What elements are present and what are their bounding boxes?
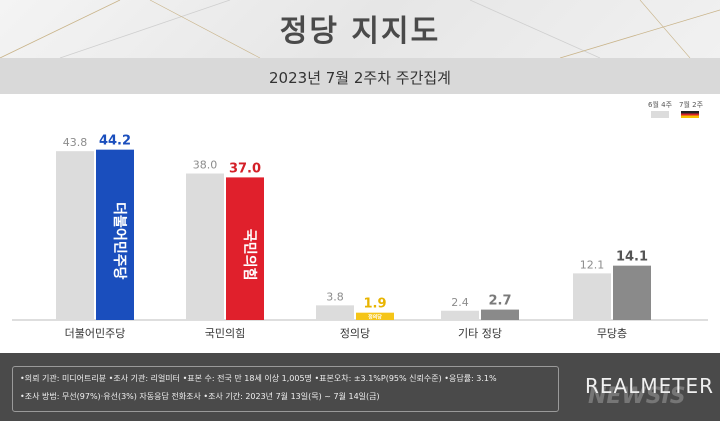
footer-line-2: •조사 방법: 무선(97%)·유선(3%) 자동응답 전화조사 •조사 기간:… (20, 392, 380, 401)
legend-label-prev: 6월 4주 (648, 101, 673, 109)
value-label-current-0: 44.2 (99, 134, 131, 149)
bar-current-1 (226, 177, 264, 320)
category-label-0: 더불어민주당 (65, 327, 126, 340)
category-label-3: 기타 정당 (458, 327, 502, 340)
value-label-current-1: 37.0 (229, 161, 261, 176)
bar-current-3 (481, 309, 519, 320)
bar-party-logo-1: 국민의힘 (241, 229, 258, 281)
watermark: NEWSIS (588, 384, 686, 409)
bar-party-logo-0: 더불어민주당 (111, 202, 128, 279)
chart-subtitle: 2023년 7월 2주차 주간집계 (269, 69, 451, 87)
bar-current-2 (356, 312, 394, 320)
bar-prev-3 (441, 310, 479, 320)
bar-prev-4 (573, 273, 611, 320)
footer-box (12, 366, 559, 412)
bar-current-0 (96, 149, 134, 320)
category-label-2: 정의당 (340, 327, 370, 340)
legend: 6월 4주 7월 2주 (648, 100, 708, 130)
value-label-prev-0: 43.8 (63, 136, 88, 149)
footer-line-1: •의뢰 기관: 미디어트리뷴 •조사 기관: 리얼미터 •표본 수: 전국 만 … (20, 374, 497, 383)
legend-swatch-current (681, 111, 699, 118)
legend-label-current: 7월 2주 (679, 101, 704, 109)
category-label-4: 무당층 (597, 327, 627, 340)
category-label-1: 국민의힘 (205, 327, 245, 340)
value-label-prev-2: 3.8 (326, 290, 344, 303)
brand-logo: REALMETER (585, 374, 714, 398)
value-label-prev-4: 12.1 (580, 258, 605, 271)
footer (0, 353, 720, 421)
header: 정당 지지도 (0, 0, 720, 58)
chart-title: 정당 지지도 (279, 14, 441, 49)
value-label-current-3: 2.7 (488, 294, 511, 309)
bar-current-4 (613, 265, 651, 320)
header-decoration (0, 0, 720, 58)
bar-party-logo-2: 정의당 (368, 314, 382, 321)
value-label-current-4: 14.1 (616, 250, 648, 265)
value-label-prev-3: 2.4 (451, 296, 469, 309)
bar-prev-0 (56, 151, 94, 320)
value-label-current-2: 1.9 (363, 297, 386, 312)
legend-swatch-prev (651, 111, 669, 118)
value-label-prev-1: 38.0 (193, 159, 218, 172)
subtitle-bar (0, 58, 720, 94)
bar-prev-2 (316, 305, 354, 320)
bar-prev-1 (186, 173, 224, 320)
